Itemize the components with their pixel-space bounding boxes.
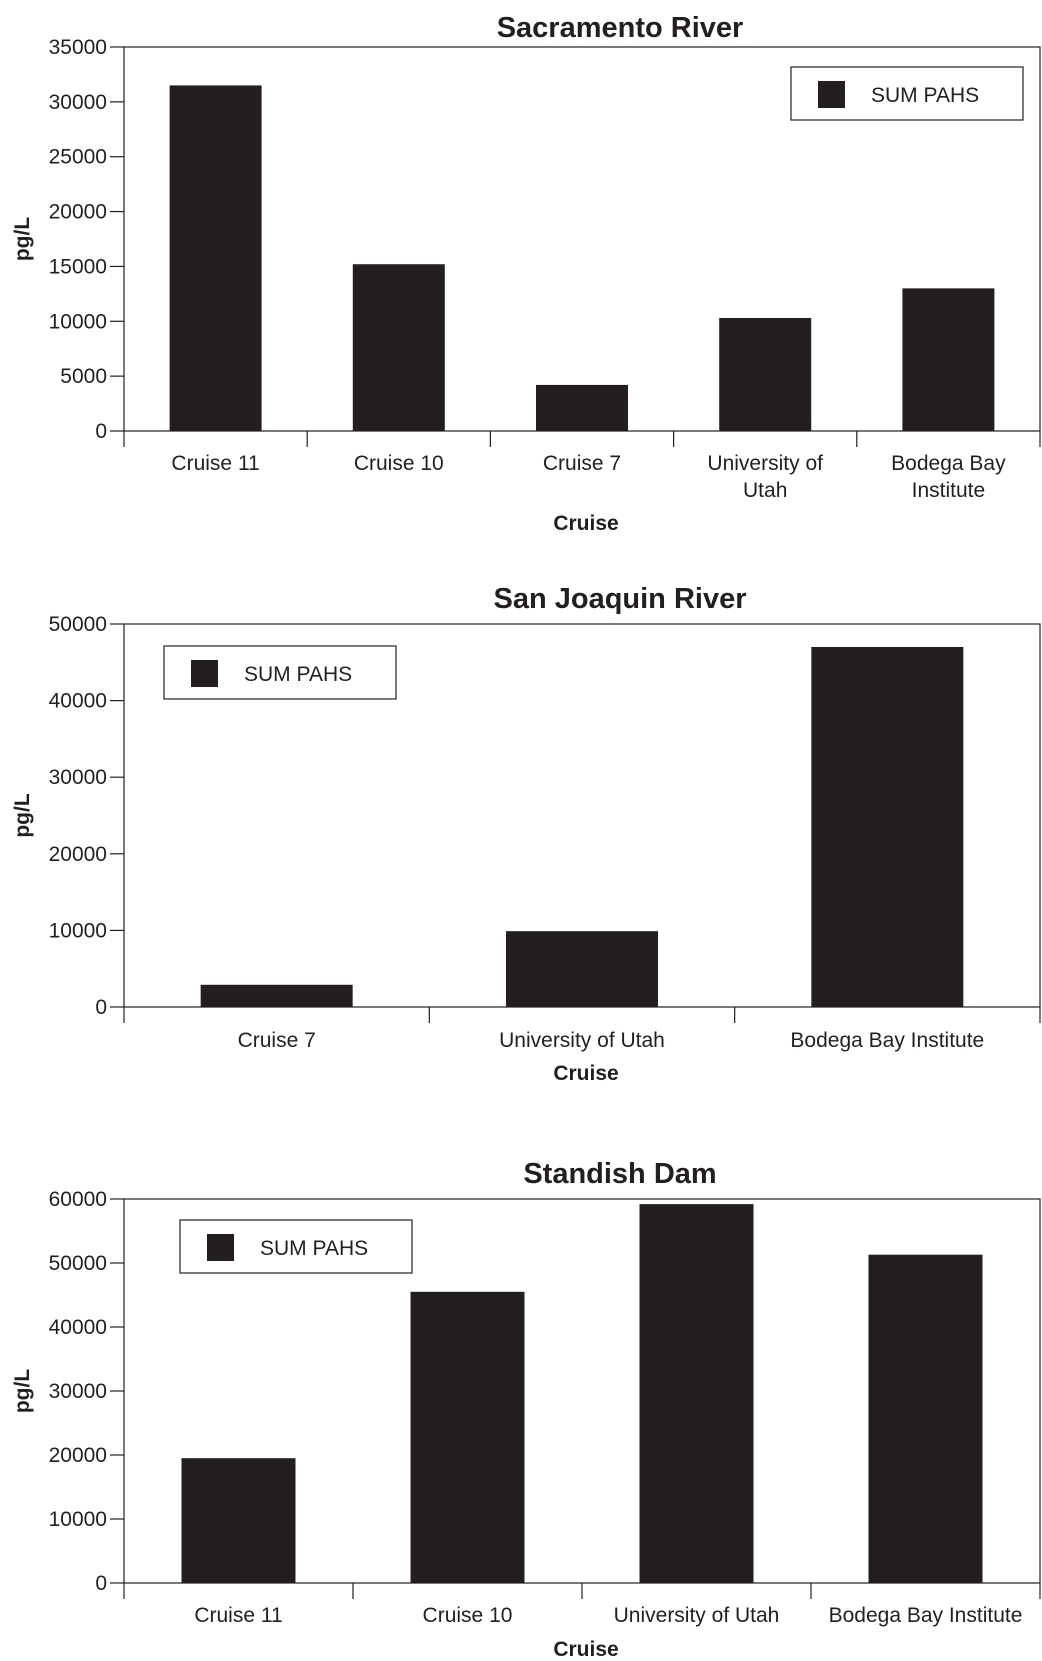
x-tick-label: Utah	[743, 479, 787, 502]
y-tick-label: 0	[95, 1572, 107, 1595]
y-tick-label: 50000	[49, 1252, 107, 1275]
y-tick-label: 25000	[49, 146, 107, 169]
bar-1	[181, 1458, 296, 1583]
legend-label: SUM PAHS	[871, 84, 979, 107]
x-tick-label: Cruise 7	[543, 452, 621, 475]
y-tick-label: 0	[95, 996, 107, 1019]
legend: SUM PAHS	[790, 66, 1024, 121]
legend-swatch	[207, 1234, 234, 1261]
chart-title: Standish Dam	[523, 1158, 716, 1190]
y-tick-label: 10000	[49, 1508, 107, 1531]
bar-2	[410, 1291, 525, 1583]
x-tick-label: Bodega Bay	[891, 452, 1006, 475]
y-axis-title: pg/L	[11, 1369, 34, 1413]
chart-title: Sacramento River	[497, 12, 744, 44]
x-tick-label: Institute	[912, 479, 986, 502]
bar-3	[811, 646, 964, 1007]
x-tick-label: Cruise 10	[354, 452, 444, 475]
bar-4	[719, 317, 812, 431]
legend-label: SUM PAHS	[244, 663, 352, 686]
y-tick-label: 20000	[49, 1444, 107, 1467]
y-tick-label: 30000	[49, 766, 107, 789]
y-tick-label: 20000	[49, 843, 107, 866]
y-tick-label: 30000	[49, 1380, 107, 1403]
y-tick-label: 40000	[49, 690, 107, 713]
bar-1	[169, 85, 262, 432]
bar-2	[506, 931, 658, 1007]
x-tick-label: Cruise 7	[238, 1029, 316, 1052]
y-tick-label: 30000	[49, 91, 107, 114]
bar-4	[868, 1254, 983, 1583]
chart-3: Standish Dam 0 10000 20000 30000 40000 50000 60…	[11, 1158, 1041, 1661]
bar-5	[902, 288, 995, 431]
y-tick-label: 20000	[49, 201, 107, 224]
y-tick-label: 60000	[49, 1188, 107, 1211]
x-axis-title: Cruise	[553, 1638, 618, 1661]
x-tick-label: University of	[707, 452, 823, 475]
legend: SUM PAHS	[179, 1219, 413, 1274]
legend-label: SUM PAHS	[260, 1237, 368, 1260]
bar-3	[536, 384, 628, 431]
chart-2: San Joaquin River 0 10000 20000 30000 40000 50…	[11, 583, 1041, 1085]
y-tick-label: 15000	[49, 255, 107, 278]
x-tick-label: Cruise 10	[423, 1604, 513, 1627]
bar-3	[639, 1204, 754, 1583]
y-tick-label: 50000	[49, 613, 107, 636]
y-tick-label: 35000	[49, 36, 107, 59]
chart-title: San Joaquin River	[493, 583, 746, 615]
x-axis-title: Cruise	[553, 512, 618, 535]
legend-swatch	[818, 81, 845, 108]
y-tick-label: 40000	[49, 1316, 107, 1339]
x-tick-label: Bodega Bay Institute	[790, 1029, 984, 1052]
bar-1	[200, 984, 353, 1007]
y-axis-title: pg/L	[11, 793, 34, 837]
legend-swatch	[191, 660, 218, 687]
x-tick-label: University of Utah	[499, 1029, 665, 1052]
x-tick-label: Bodega Bay Institute	[829, 1604, 1023, 1627]
y-tick-label: 10000	[49, 919, 107, 942]
legend: SUM PAHS	[163, 645, 397, 700]
x-tick-label: University of Utah	[614, 1604, 780, 1627]
bar-2	[352, 264, 445, 431]
x-tick-label: Cruise 11	[194, 1604, 282, 1627]
x-axis-title: Cruise	[553, 1062, 618, 1085]
chart-1: Sacramento River 0 5000 10000 15000 20000 2500…	[11, 12, 1041, 535]
y-axis-title: pg/L	[11, 217, 34, 261]
y-tick-label: 10000	[49, 310, 107, 333]
x-tick-label: Cruise 11	[171, 452, 259, 475]
y-tick-label: 5000	[60, 365, 107, 388]
y-tick-label: 0	[95, 420, 107, 443]
